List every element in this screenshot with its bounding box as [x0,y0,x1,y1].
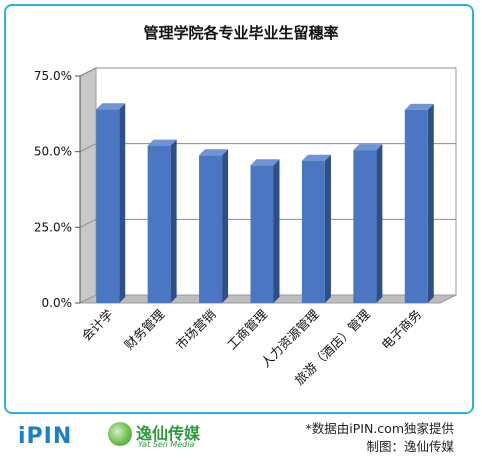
yat-sen-media-english: Yat Sen Media [138,440,195,449]
bar [301,160,325,303]
bar [404,109,428,303]
bar-side [376,144,383,303]
gridline-side [79,218,97,228]
x-tick-label: 工商管理 [224,306,270,352]
chart-side-wall [79,67,97,304]
bar-top [404,103,434,110]
yat-sen-media-name: 逸仙传媒 [136,424,201,443]
bar [96,109,120,303]
bar-top [353,144,383,151]
x-tick-label: 电子商务 [378,307,424,353]
x-tick-label: 市场营销 [173,307,219,353]
y-tick-label: 25.0% [34,220,72,234]
bar-side [170,139,177,303]
bar [199,155,223,303]
x-tick-label: 财务管理 [121,306,167,352]
bar [250,165,274,303]
bar-top [301,154,331,161]
y-tick-label: 75.0% [34,69,72,83]
ipin-logo: iPIN [18,424,73,449]
bar-chart: 0.0%25.0%50.0%75.0%会计学 财务管理 市场营销 工商管理人力资源管理… [34,67,457,388]
bar-side [222,149,229,303]
bar-top [250,159,280,166]
data-source-note: *数据由iPIN.com独家提供 [305,421,454,436]
gridline-side [79,143,97,153]
footer: iPIN 逸仙传媒 Yat Sen Media *数据由iPIN.com独家提供… [0,414,482,464]
bar-top [96,103,126,110]
bar-top [199,149,229,156]
gridline-side [79,67,97,77]
chart-title: 管理学院各专业毕业生留穗率 [143,24,339,42]
bar-top [147,139,177,146]
bar-side [273,159,280,303]
yat-sen-media-mark-icon [108,422,132,446]
bar-side [427,103,434,303]
bar [353,150,377,303]
x-tick-label: 会计学 [79,307,116,344]
bar-side [324,154,331,303]
bar [147,145,171,303]
bar-side [119,103,126,303]
chart-maker-note: 制图：逸仙传媒 [366,439,454,454]
y-tick-label: 50.0% [34,145,72,159]
y-tick-label: 0.0% [42,296,73,310]
